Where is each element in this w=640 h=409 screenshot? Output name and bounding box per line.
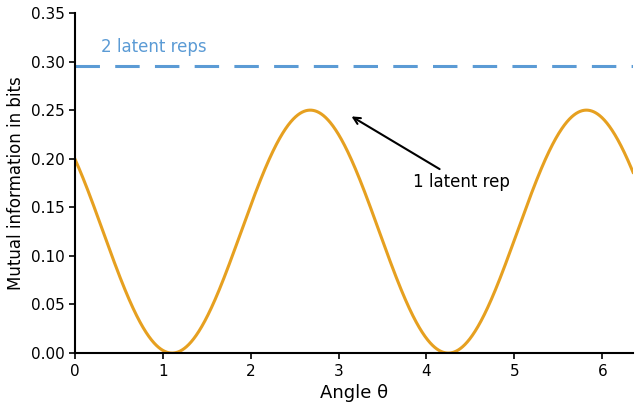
- X-axis label: Angle θ: Angle θ: [320, 384, 388, 402]
- Text: 2 latent reps: 2 latent reps: [101, 38, 207, 56]
- Y-axis label: Mutual information in bits: Mutual information in bits: [7, 76, 25, 290]
- Text: 1 latent rep: 1 latent rep: [353, 118, 510, 191]
